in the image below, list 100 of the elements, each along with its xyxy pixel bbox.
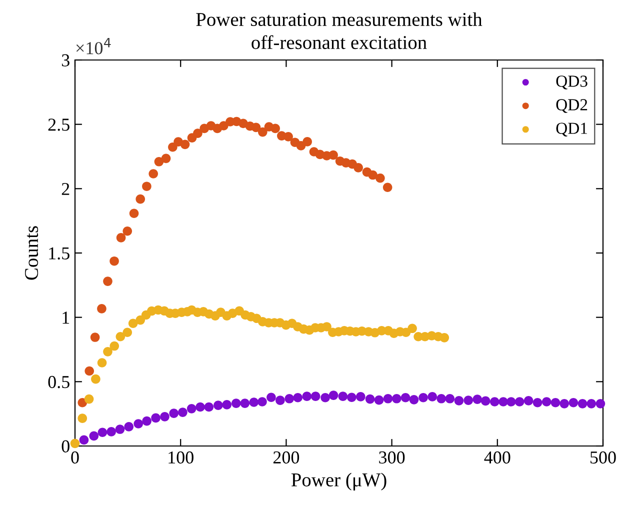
point xyxy=(270,124,280,134)
x-axis-title: Power (μW) xyxy=(291,472,386,490)
x-tick-label: 0 xyxy=(71,451,79,464)
point xyxy=(310,392,320,401)
point xyxy=(186,404,196,414)
point xyxy=(124,422,134,432)
point xyxy=(222,400,232,410)
x-tick-label: 300 xyxy=(379,451,405,464)
point xyxy=(214,400,223,410)
x-tick-label: 500 xyxy=(590,451,616,464)
chart-title: Power saturation measurements with off-resonant excitation xyxy=(196,12,482,50)
point xyxy=(148,169,158,178)
point xyxy=(249,398,259,407)
point xyxy=(115,424,125,434)
point xyxy=(142,416,152,426)
point xyxy=(98,428,108,438)
point xyxy=(464,396,474,405)
point xyxy=(506,397,516,406)
point xyxy=(169,408,178,418)
point xyxy=(436,394,446,404)
point xyxy=(90,332,100,342)
point xyxy=(578,399,588,408)
point xyxy=(392,394,402,404)
legend-label: QD1 xyxy=(556,122,587,136)
point xyxy=(103,276,112,286)
point xyxy=(196,402,205,412)
point xyxy=(596,399,606,408)
point xyxy=(204,402,214,412)
point xyxy=(219,121,228,130)
point xyxy=(89,431,99,441)
y-tick-label: 0 xyxy=(62,440,70,452)
point xyxy=(161,154,171,164)
point xyxy=(129,208,139,218)
point xyxy=(258,127,268,137)
point xyxy=(231,398,241,408)
y-tick-label: 3 xyxy=(62,54,70,66)
point xyxy=(116,233,126,242)
point xyxy=(418,392,428,402)
point xyxy=(454,396,464,406)
point xyxy=(106,427,116,436)
legend-label: QD3 xyxy=(556,76,588,90)
point xyxy=(79,435,89,445)
point xyxy=(550,398,560,408)
point xyxy=(356,392,366,402)
point xyxy=(382,182,392,192)
point xyxy=(347,392,356,402)
point xyxy=(490,397,500,406)
y-axis-title: Counts xyxy=(24,226,38,280)
point xyxy=(136,194,146,204)
point xyxy=(320,392,330,402)
point xyxy=(178,408,188,417)
point xyxy=(151,413,160,423)
point xyxy=(400,392,410,402)
text: ×10$^{4}$ xyxy=(76,38,111,54)
point xyxy=(445,394,455,404)
x-tick-label: 200 xyxy=(273,451,300,464)
y-tick-label: 0.5 xyxy=(48,376,70,388)
point xyxy=(284,394,294,404)
y-tick-label: 2.5 xyxy=(48,118,70,131)
point xyxy=(338,392,348,401)
point xyxy=(193,128,202,138)
point xyxy=(368,170,378,180)
point xyxy=(560,399,570,408)
point xyxy=(251,122,261,132)
point xyxy=(365,394,375,404)
point xyxy=(276,396,285,405)
x-tick-label: 400 xyxy=(484,451,510,464)
y-tick-label: 2 xyxy=(62,182,70,195)
point xyxy=(154,156,164,166)
point xyxy=(514,397,524,406)
point xyxy=(328,390,338,400)
point xyxy=(409,395,419,404)
point xyxy=(258,397,267,406)
point xyxy=(374,395,384,405)
point xyxy=(328,150,338,160)
point xyxy=(266,392,276,402)
point xyxy=(240,398,250,408)
point xyxy=(354,163,363,172)
point xyxy=(480,396,490,406)
point xyxy=(293,392,302,402)
y-tick-label: 1 xyxy=(62,312,70,324)
point xyxy=(122,226,132,236)
legend-label: QD2 xyxy=(556,99,588,113)
point xyxy=(110,256,119,266)
point xyxy=(542,397,552,406)
point xyxy=(568,398,578,408)
point xyxy=(302,392,312,401)
point xyxy=(142,182,152,192)
x-tick-label: 100 xyxy=(168,451,194,464)
point xyxy=(532,398,542,408)
point xyxy=(97,304,106,314)
point xyxy=(180,140,190,150)
point xyxy=(586,399,596,408)
point xyxy=(284,132,293,142)
point xyxy=(524,396,534,406)
point xyxy=(160,412,170,422)
point xyxy=(383,394,393,404)
point xyxy=(134,419,144,428)
point xyxy=(168,142,178,152)
point xyxy=(472,394,482,404)
